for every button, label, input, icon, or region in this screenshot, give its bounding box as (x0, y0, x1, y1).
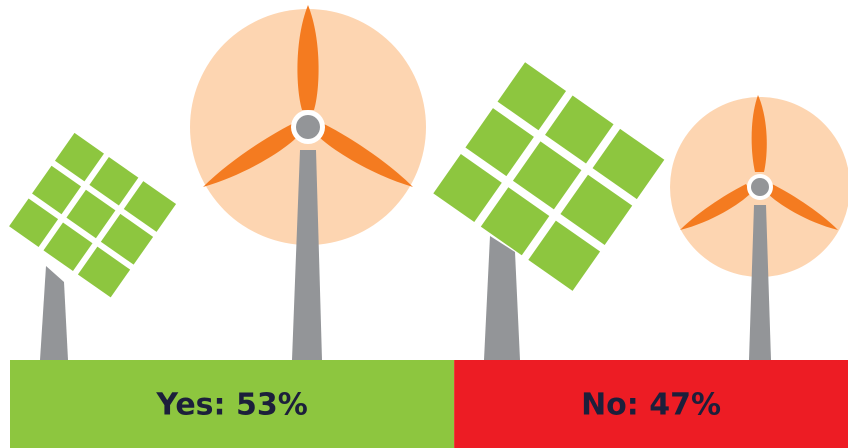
value-label: Yes: 53% (155, 388, 307, 423)
turbine-hub-core (296, 115, 320, 139)
solar-panel (433, 62, 665, 291)
turbine-tower (292, 150, 322, 360)
solar-panel (9, 132, 177, 298)
turbine-blades (680, 95, 838, 230)
result-bar: Yes: 53% No: 47% (10, 360, 848, 448)
illustration (9, 5, 848, 360)
value-label: No: 47% (581, 388, 721, 423)
turbine-hub-core (751, 178, 769, 196)
solar-post (40, 266, 68, 360)
solar-post (484, 236, 520, 360)
bar-segment (454, 360, 848, 448)
bar-segment (10, 360, 455, 448)
turbine-tower (749, 205, 771, 360)
turbine-blades (203, 5, 413, 187)
